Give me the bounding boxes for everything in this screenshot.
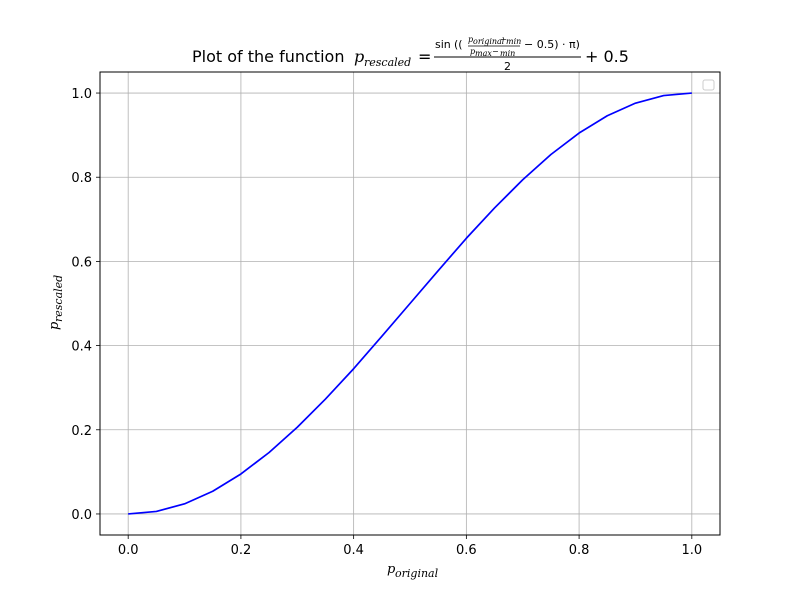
title-prefix: Plot of the function: [192, 47, 344, 66]
x-tick-label: 0.6: [456, 543, 477, 558]
plot-area: [128, 92, 692, 515]
y-axis-label-sub: rescaled: [52, 275, 65, 322]
x-axis-label-base: p: [387, 562, 396, 577]
title-num-tail: − 0.5) · π): [524, 38, 580, 51]
title-num-open: ((: [454, 38, 463, 51]
x-tick-label: 1.0: [681, 543, 702, 558]
x-axis-label-sub: original: [395, 567, 439, 580]
chart-title: Plot of the function p rescaled = sin ((…: [192, 35, 629, 73]
legend-box: [702, 79, 715, 91]
title-inner-num-sub-b: min: [506, 37, 521, 46]
title-inner-num-minus: −: [500, 35, 507, 44]
axes-frame: [99, 71, 721, 536]
y-tick-label: 0.0: [71, 508, 92, 523]
x-axis-ticks: 0.0 0.2 0.4 0.6 0.8 1.0: [118, 535, 702, 558]
y-axis-label-base: p: [47, 321, 62, 330]
y-tick-label: 0.4: [71, 340, 92, 355]
title-lhs-base: p: [354, 47, 364, 66]
y-axis-ticks: 0.0 0.2 0.4 0.6 0.8 1.0: [71, 87, 100, 523]
title-inner-den-sub-a: max: [475, 49, 492, 58]
y-tick-label: 0.6: [71, 255, 92, 270]
title-num-sin: sin: [435, 38, 451, 51]
series-line: [128, 92, 692, 515]
title-inner-den-minus: −: [492, 47, 499, 56]
x-axis-label: p original: [387, 562, 439, 580]
title-tail: + 0.5: [585, 47, 629, 66]
y-tick-label: 0.8: [71, 171, 92, 186]
y-tick-label: 1.0: [71, 87, 92, 102]
y-axis-label: p rescaled: [47, 275, 65, 330]
grid-lines: [100, 72, 720, 535]
title-inner-den-base: p: [470, 47, 475, 56]
title-inner-den-sub-b: min: [500, 49, 515, 58]
title-inner-num-sub-a: original: [473, 37, 505, 46]
title-inner-num-base: p: [468, 35, 473, 44]
title-denominator: 2: [504, 60, 511, 73]
y-tick-label: 0.2: [71, 424, 92, 439]
title-lhs-sub: rescaled: [364, 56, 411, 69]
title-eq: =: [418, 47, 431, 66]
x-tick-label: 0.8: [569, 543, 590, 558]
x-tick-label: 0.2: [231, 543, 252, 558]
x-tick-label: 0.0: [118, 543, 139, 558]
x-tick-label: 0.4: [343, 543, 364, 558]
